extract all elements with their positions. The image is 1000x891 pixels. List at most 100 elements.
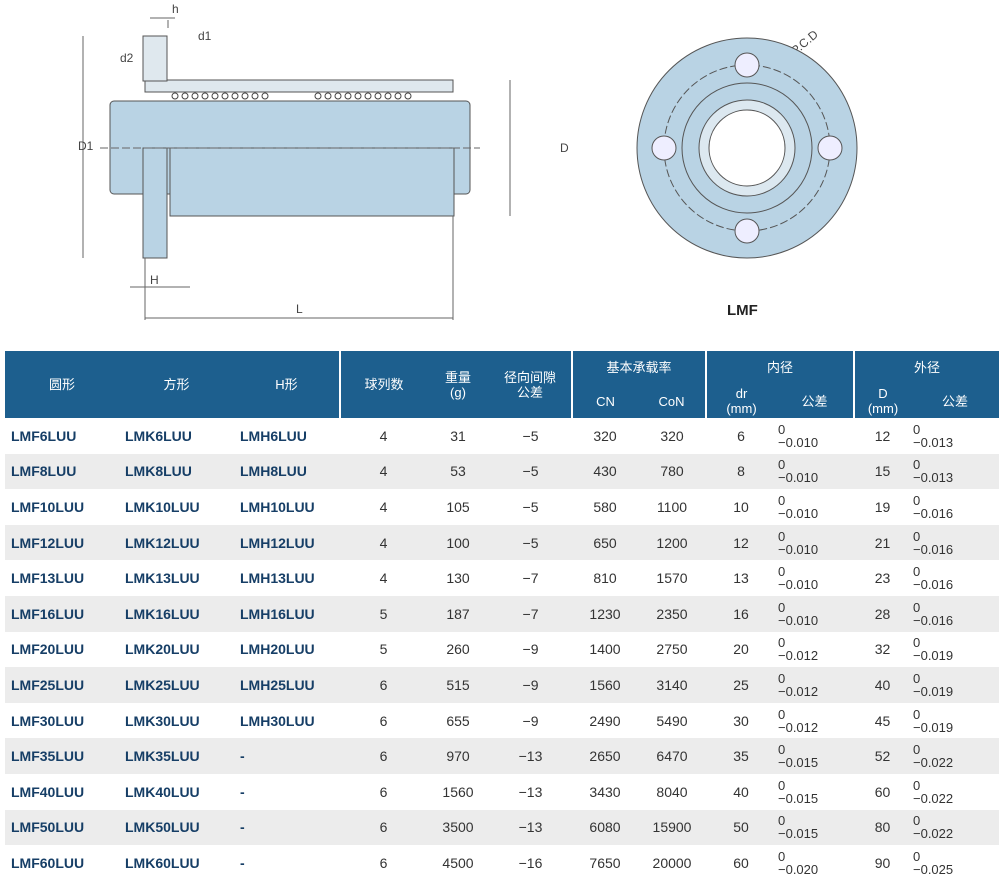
- inner-tolerance-cell: 0 −0.010: [776, 453, 854, 490]
- value-cell: 5: [340, 595, 427, 632]
- model-cell: LMK10LUU: [125, 498, 200, 515]
- value-cell: 1400: [589, 641, 621, 658]
- label-d2: d2: [120, 51, 134, 65]
- value-cell: 15900: [638, 809, 706, 846]
- value-cell: 53: [427, 453, 489, 490]
- value-cell: −5: [522, 427, 539, 444]
- inner-tolerance-cell: 0 −0.012: [778, 635, 819, 664]
- inner-tolerance-cell: 0 −0.020: [778, 848, 819, 877]
- model-cell: LMK8LUU: [119, 453, 234, 490]
- value-cell: 6080: [572, 809, 638, 846]
- value-cell: 6: [379, 783, 388, 800]
- value-cell: −7: [489, 595, 572, 632]
- outer-tolerance-cell: 0 −0.022: [911, 809, 999, 846]
- model-cell: LMH13LUU: [240, 570, 315, 587]
- model-cell: LMH25LUU: [234, 667, 340, 703]
- value-cell: 20000: [652, 854, 692, 871]
- model-cell: LMF6LUU: [11, 427, 77, 444]
- value-cell: 35: [706, 738, 776, 774]
- value-cell: 60: [733, 854, 749, 871]
- header-con: CoN: [638, 384, 706, 418]
- table-row: LMF16LUU LMK16LUU LMH16LUU 5 187 −7 1230 2350 16…: [5, 595, 999, 632]
- header-ball-rows: 球列数: [339, 351, 427, 418]
- value-cell: 6: [340, 667, 427, 703]
- table-row: LMF40LUU LMK40LUU - 6 1560 −13 3430 8040 40 0 −0.0…: [5, 774, 999, 810]
- inner-tolerance-cell: 0 −0.010: [776, 524, 854, 561]
- value-cell: 430: [572, 453, 638, 490]
- label-D1: D1: [78, 139, 94, 153]
- value-cell: 90: [874, 854, 891, 871]
- model-cell: LMK6LUU: [125, 427, 192, 444]
- inner-tolerance-cell: 0 −0.012: [778, 706, 819, 735]
- value-cell: 5: [379, 641, 388, 658]
- model-cell: -: [234, 738, 340, 774]
- value-cell: 6: [340, 738, 427, 774]
- outer-tolerance-cell: 0 −0.025: [913, 848, 954, 877]
- value-cell: 1570: [656, 570, 688, 587]
- header-radial: 径向间隙 公差: [489, 351, 572, 418]
- table-row: LMF25LUU LMK25LUU LMH25LUU 6 515 −9 1560 3140 25…: [5, 667, 999, 703]
- value-cell: 52: [854, 738, 911, 774]
- label-h: h: [172, 2, 179, 16]
- outer-tolerance-cell: 0 −0.019: [913, 706, 954, 735]
- model-cell: LMF13LUU: [11, 570, 85, 587]
- value-cell: 45: [874, 712, 891, 729]
- value-cell: 4: [379, 427, 388, 444]
- table-row: LMF8LUU LMK8LUU LMH8LUU 4 53 −5 430 780 8 0 −0.010…: [5, 453, 999, 490]
- value-cell: 320: [660, 427, 684, 444]
- table-row: LMF30LUU LMK30LUU LMH30LUU 6 655 −9 2490 5490 30…: [5, 703, 999, 739]
- value-cell: 8040: [656, 783, 688, 800]
- value-cell: −5: [522, 498, 539, 515]
- value-cell: 320: [593, 427, 617, 444]
- inner-tolerance-cell: 0 −0.010: [778, 421, 819, 450]
- model-cell: LMF20LUU: [11, 641, 85, 658]
- value-cell: 1560: [572, 667, 638, 703]
- header-D: D (mm): [853, 384, 911, 418]
- outer-tolerance-cell: 0 −0.013: [911, 453, 999, 490]
- table-row: LMF6LUU LMK6LUU LMH6LUU 4 31 −5 320 320 6 0 −0.010…: [5, 418, 999, 454]
- model-cell: LMF25LUU: [5, 667, 119, 703]
- value-cell: 3430: [589, 783, 621, 800]
- model-cell: LMF30LUU: [11, 712, 85, 729]
- value-cell: 2650: [572, 738, 638, 774]
- outer-tolerance-cell: 0 −0.019: [911, 667, 999, 703]
- table-row: LMF20LUU LMK20LUU LMH20LUU 5 260 −9 1400 2750 20…: [5, 632, 999, 668]
- value-cell: −13: [489, 738, 572, 774]
- outer-tolerance-cell: 0 −0.019: [913, 635, 954, 664]
- value-cell: 1230: [572, 595, 638, 632]
- header-cn: CN: [571, 384, 638, 418]
- value-cell: 3500: [427, 809, 489, 846]
- inner-tolerance-cell: 0 −0.010: [778, 492, 819, 521]
- model-cell: -: [240, 783, 245, 800]
- value-cell: 2750: [656, 641, 688, 658]
- value-cell: 40: [733, 783, 749, 800]
- outer-tolerance-cell: 0 −0.016: [913, 564, 954, 593]
- inner-tolerance-cell: 0 −0.015: [776, 809, 854, 846]
- outer-tolerance-cell: 0 −0.016: [911, 595, 999, 632]
- value-cell: 655: [446, 712, 470, 729]
- model-cell: -: [240, 854, 245, 871]
- value-cell: 21: [854, 524, 911, 561]
- value-cell: 4: [379, 570, 388, 587]
- bearing-drawing: h d1 d2 D1 D H L P.C.D dr: [78, 2, 858, 320]
- model-cell: -: [234, 809, 340, 846]
- header-inner: 内径: [705, 351, 854, 384]
- value-cell: −13: [489, 809, 572, 846]
- value-cell: 28: [854, 595, 911, 632]
- table-row: LMF35LUU LMK35LUU -6 970 −13 2650 6470 35 0 −0.01…: [5, 738, 999, 774]
- side-view: [82, 17, 511, 320]
- value-cell: 260: [446, 641, 470, 658]
- value-cell: 4500: [442, 854, 474, 871]
- label-H: H: [150, 273, 159, 287]
- value-cell: 12: [706, 524, 776, 561]
- model-cell: LMF60LUU: [11, 854, 85, 871]
- label-D: D: [560, 141, 569, 155]
- model-cell: LMF10LUU: [11, 498, 85, 515]
- value-cell: 23: [874, 570, 891, 587]
- header-h-type: H形: [234, 351, 340, 418]
- model-cell: LMH30LUU: [240, 712, 315, 729]
- value-cell: 2490: [589, 712, 621, 729]
- spec-table: 圆形 方形 H形 球列数 重量 (g) 径向间隙 公差 基本承载率 内径 外径 CN…: [5, 351, 999, 881]
- table-row: LMF10LUU LMK10LUU LMH10LUU 4 105 −5 580 1100 10 0…: [5, 489, 999, 525]
- model-cell: LMK25LUU: [119, 667, 234, 703]
